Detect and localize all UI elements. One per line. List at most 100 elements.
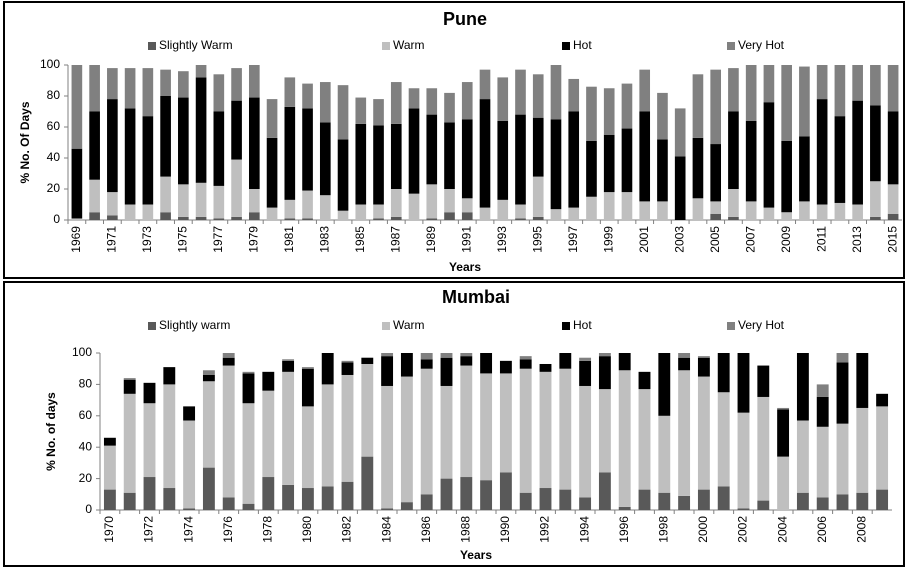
x-axis-title: Years [449,260,481,274]
bar-segment [816,204,828,220]
x-tick-label: 1996 [617,516,631,543]
bar-segment [408,193,420,220]
bar-segment [284,218,296,220]
bar-segment [242,403,255,504]
bar-segment [71,65,83,149]
bar-segment [519,492,532,510]
bar-segment [282,359,295,361]
bar-segment [124,204,136,220]
bar-segment [89,212,100,220]
bar-segment [178,97,189,185]
bar-segment [568,78,580,112]
x-tick-label: 1972 [142,516,156,543]
bar-segment [717,486,730,510]
bar-segment [618,353,631,371]
bar-segment [799,201,810,220]
bar-segment [302,83,313,109]
bar-segment [728,111,739,189]
bar-segment [321,486,334,510]
legend-swatch [148,42,156,50]
y-tick-label: 60 [47,119,61,133]
bar-segment [231,159,242,217]
bar-segment [183,406,196,421]
x-tick-label: 1971 [105,226,119,253]
bar-segment [763,102,775,208]
x-tick-label: 1984 [379,516,393,543]
bar-segment [586,140,597,197]
bar-segment [123,393,136,493]
bar-segment [763,65,775,103]
x-tick-label: 1992 [538,516,552,543]
bar-segment [499,360,512,374]
x-tick-label: 1978 [260,516,274,543]
bar-segment [697,489,710,510]
bar-segment [796,420,809,493]
bar-segment [710,201,722,214]
bar-segment [222,365,235,498]
bar-segment [550,65,562,120]
x-tick-label: 1974 [181,516,195,543]
bar-segment [381,356,394,386]
bar-segment [836,362,849,424]
bar-segment [710,213,722,220]
bar-segment [444,92,455,123]
bar-segment [373,125,384,205]
bar-segment [799,136,810,202]
bar-segment [163,367,176,385]
bar-segment [480,373,493,481]
legend-swatch [727,322,735,330]
chart-title: Pune [443,9,487,29]
bar-segment [692,74,704,138]
x-tick-label: 1997 [566,226,580,253]
bar-segment [697,357,710,377]
legend-swatch [727,42,735,50]
y-tick-label: 20 [47,181,61,195]
bar-segment [460,477,473,510]
legend-swatch [382,322,390,330]
bar-segment [213,111,225,186]
bar-segment [781,212,792,220]
bar-segment [242,373,255,404]
x-tick-label: 2005 [708,226,722,253]
bar-segment [202,374,215,382]
bar-segment [103,437,116,446]
bar-segment [692,137,704,199]
bar-segment [355,123,367,205]
bar-segment [440,353,453,358]
legend-swatch [562,42,570,50]
x-tick-label: 2004 [775,516,789,543]
bar-segment [777,407,790,410]
bar-segment [381,353,394,357]
bar-segment [579,385,592,498]
bar-segment [568,111,580,208]
y-tick-label: 100 [40,57,60,71]
bar-segment [532,176,544,217]
bar-segment [123,378,136,380]
bar-segment [444,212,455,220]
bar-segment [816,396,829,427]
bar-segment [678,370,691,496]
bar-segment [796,492,809,510]
bar-segment [89,179,100,213]
bar-segment [497,77,509,121]
bar-segment [143,477,156,510]
bar-segment [142,116,154,205]
bar-segment [816,99,828,205]
bar-segment [816,384,829,397]
bar-segment [143,382,156,404]
bar-segment [107,192,118,216]
bar-segment [834,116,846,203]
bar-segment [639,201,651,220]
bar-segment [692,198,704,220]
bar-segment [337,85,349,140]
bar-segment [123,492,136,510]
x-tick-label: 2006 [815,516,829,543]
x-tick-label: 1989 [424,226,438,253]
bar-segment [697,376,710,490]
x-tick-label: 1980 [300,516,314,543]
bar-segment [178,71,189,98]
bar-segment [856,407,869,493]
bar-segment [479,69,491,100]
bar-segment [870,65,881,106]
bar-segment [284,77,296,107]
